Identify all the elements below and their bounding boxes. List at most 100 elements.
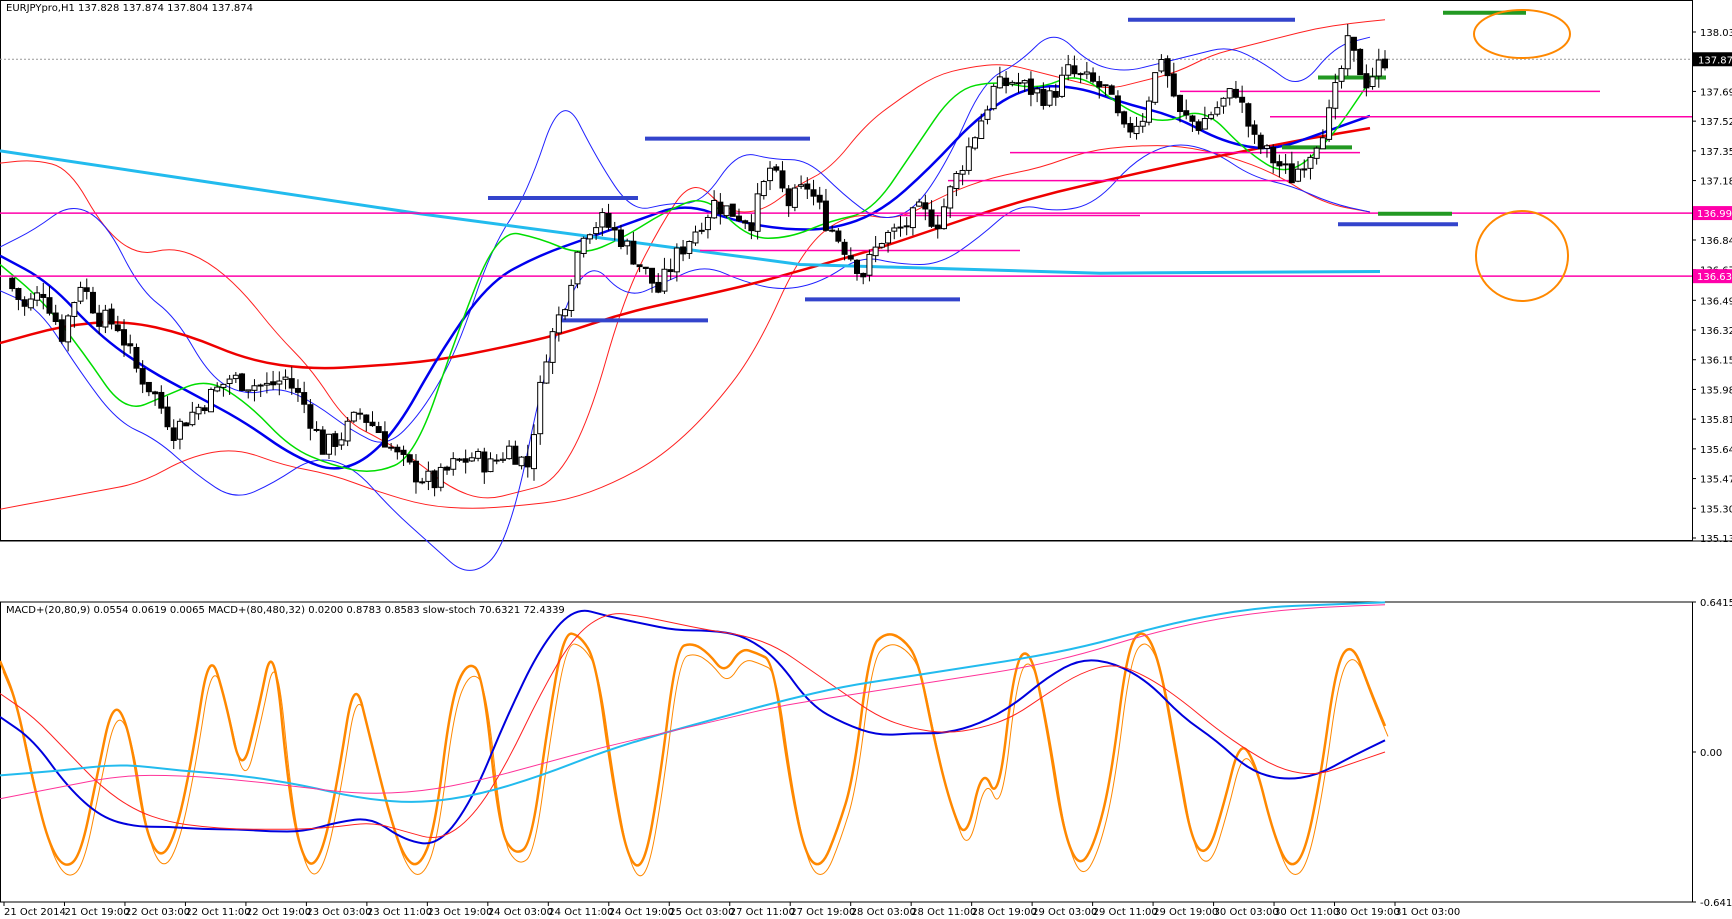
price-tick-label: 136.325 (1700, 326, 1732, 337)
candle-bull (673, 247, 680, 273)
candle-bear (288, 378, 295, 389)
macd-slow (0, 601, 1386, 803)
candle-bull (965, 146, 972, 171)
candle-bull (1220, 97, 1227, 107)
candle-bear (9, 277, 16, 290)
candle-bull (791, 187, 798, 208)
candle-bull (1295, 168, 1302, 182)
candle-bear (897, 226, 904, 229)
candle-bear (698, 229, 705, 232)
candle-bear (400, 449, 407, 455)
candle-bull (940, 206, 947, 230)
candle-bull (953, 173, 960, 189)
candle-bear (158, 391, 165, 409)
candle-bear (83, 287, 90, 292)
time-label: 21 Oct 2014 (4, 907, 66, 918)
candle-bull (1319, 137, 1326, 150)
candle-bear (21, 299, 28, 307)
time-label: 24 Oct 19:00 (609, 907, 674, 918)
macd-fast (0, 609, 1386, 845)
candle-bull (1139, 120, 1146, 127)
price-tick-label: 137.520 (1700, 117, 1732, 128)
candle-bear (512, 445, 519, 465)
candle-bull (1226, 88, 1233, 99)
candle-bear (369, 421, 376, 427)
candle-bull (1214, 107, 1221, 115)
time-label: 23 Oct 03:00 (306, 907, 371, 918)
candle-bull (251, 385, 258, 391)
price-tick-label: 135.135 (1700, 534, 1732, 545)
candle-bull (711, 199, 718, 219)
candle-bear (1288, 163, 1295, 184)
candle-bear (611, 227, 618, 231)
candle-bear (636, 264, 643, 268)
time-label: 23 Oct 19:00 (427, 907, 492, 918)
price-tick-label: 138.030 (1700, 28, 1732, 39)
candle-bull (704, 216, 711, 231)
candle-bear (816, 194, 823, 203)
price-tick-label: 137.690 (1700, 87, 1732, 98)
candle-bull (1021, 80, 1028, 84)
price-tick-label: 135.645 (1700, 445, 1732, 456)
candle-bear (860, 272, 867, 278)
candle-bear (735, 215, 742, 222)
candle-bear (363, 414, 370, 423)
candle-bull (257, 384, 264, 387)
candle-bear (1239, 96, 1246, 103)
level-badge (1693, 269, 1732, 284)
candle-bull (1369, 76, 1376, 88)
candle-bull (1263, 145, 1270, 149)
candle-bull (723, 205, 730, 217)
stoch-main (0, 632, 1387, 867)
price-tick-label: 135.475 (1700, 475, 1732, 486)
level-label: 136.994 (1697, 209, 1732, 220)
candle-bull (195, 406, 202, 415)
candle-bull (1065, 64, 1072, 76)
level-label: 136.633 (1697, 272, 1732, 283)
candle-bear (15, 288, 22, 300)
candle-bull (798, 184, 805, 187)
candle-bull (1332, 82, 1339, 109)
time-label: 30 Oct 11:00 (1274, 907, 1339, 918)
time-label: 25 Oct 03:00 (669, 907, 734, 918)
candle-bear (1077, 73, 1084, 76)
candle-bull (77, 286, 84, 302)
candle-bear (1052, 91, 1059, 98)
candle-bull (176, 420, 183, 440)
candle-bear (804, 183, 811, 190)
price-tick-label: 135.815 (1700, 415, 1732, 426)
candle-bear (605, 212, 612, 228)
candle-bear (773, 166, 780, 171)
candle-bear (1357, 48, 1364, 76)
candle-bull (214, 386, 221, 392)
candle-bear (301, 392, 308, 405)
candle-bull (1009, 81, 1016, 85)
candle-bear (1003, 77, 1010, 87)
indicator-tick-label: 0.00 (1700, 748, 1722, 759)
candle-bull (506, 445, 513, 460)
time-label: 29 Oct 19:00 (1153, 907, 1218, 918)
stoch-signal (2, 643, 1389, 877)
candle-bull (903, 225, 910, 228)
price-tick-label: 136.495 (1700, 296, 1732, 307)
bollinger-upper (0, 36, 1371, 443)
bollinger-lower (0, 144, 1371, 571)
time-label: 28 Oct 19:00 (972, 907, 1037, 918)
candle-bull (586, 234, 593, 240)
indicator-tick-label: 0.6415 (1700, 598, 1732, 609)
candle-bear (462, 458, 469, 463)
candle-bear (127, 343, 134, 347)
candle-bull (65, 315, 72, 343)
candle-bull (1158, 59, 1165, 72)
candle-bull (326, 433, 333, 455)
candle-bull (959, 169, 966, 175)
candle-bear (1363, 73, 1370, 89)
candle-bear (406, 454, 413, 463)
candle-bear (145, 381, 152, 393)
candle-bear (1270, 146, 1277, 164)
candle-bear (375, 426, 382, 434)
candle-bear (357, 412, 364, 415)
candle-bear (294, 387, 301, 393)
candle-bear (1071, 65, 1078, 75)
candle-bull (388, 446, 395, 449)
